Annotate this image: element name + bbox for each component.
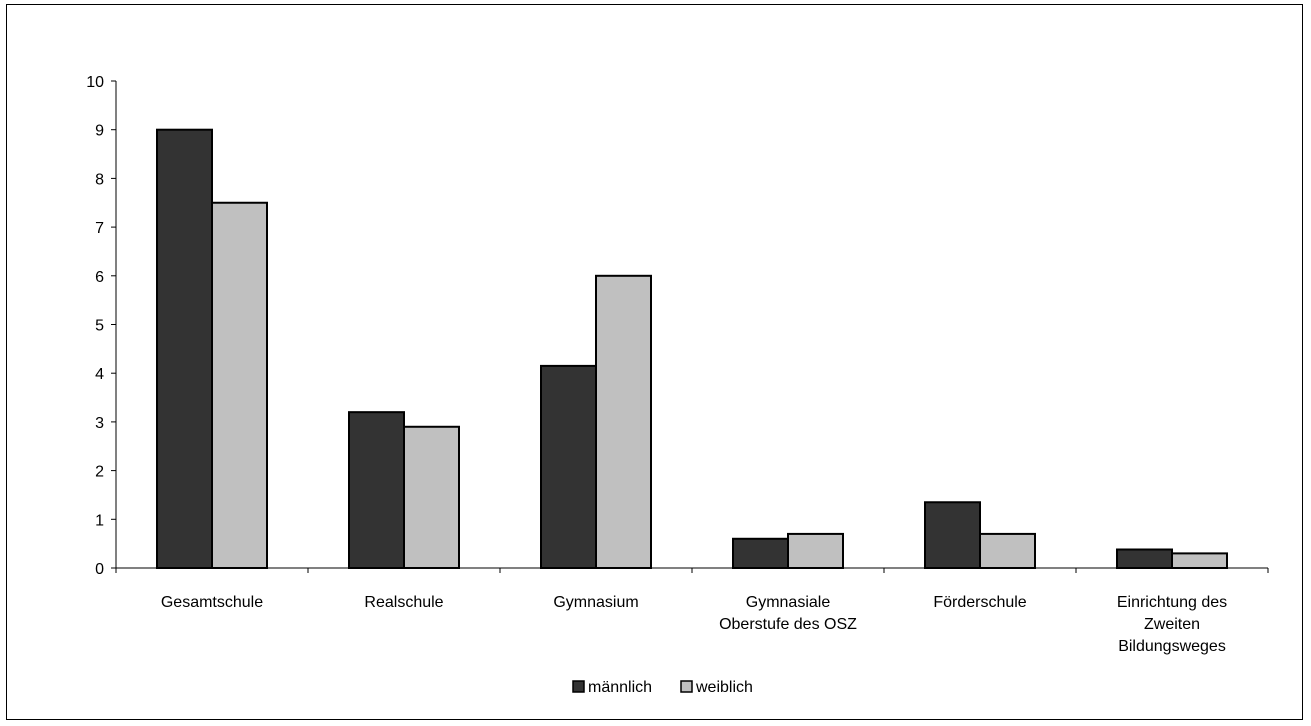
category-label-line: Oberstufe des OSZ [719,616,857,633]
category-label: Gymnasium [553,594,638,611]
y-tick-label: 3 [95,415,104,432]
category-label-line: Realschule [364,594,443,611]
category-label: Realschule [364,594,443,611]
bar-series-1 [924,501,981,570]
bar-series-2 [787,532,844,569]
category-label-line: Gesamtschule [161,594,263,611]
bar-series-2 [979,532,1036,569]
y-tick-label: 7 [95,220,104,237]
y-tick-label: 4 [95,366,104,383]
legend-label: männlich [588,679,652,696]
legend-swatch [680,680,693,693]
y-tick-label: 5 [95,318,104,335]
y-tick-label: 0 [95,561,104,578]
bar-series-2 [403,425,460,569]
category-label: Einrichtung des Zweiten Bildungsweges [1117,594,1227,655]
bar-series-2 [595,274,652,569]
y-tick-label: 6 [95,269,104,286]
y-tick-label: 10 [86,74,104,91]
category-label: Gymnasiale Oberstufe des OSZ [719,594,857,633]
legend: männlich weiblich [572,679,753,696]
category-label-line: Gymnasium [553,594,638,611]
bar-series-2 [1171,552,1228,570]
y-tick-label: 2 [95,464,104,481]
category-label: Gesamtschule [161,594,263,611]
legend-swatch [572,680,585,693]
category-labels: Gesamtschule Realschule Gymnasium Gymnasial… [161,594,1227,655]
bar-series-1 [1116,548,1173,570]
bar-series-1 [156,128,213,569]
bar-series-1 [348,411,405,569]
category-label-line: Zweiten [1144,616,1200,633]
category-label-line: Gymnasiale [746,594,831,611]
bar-series-2 [211,201,268,569]
legend-label: weiblich [695,679,753,696]
category-label-line: Bildungsweges [1118,638,1226,655]
y-tick-label: 9 [95,123,104,140]
category-label-line: Einrichtung des [1117,594,1227,611]
category-label-line: Förderschule [933,594,1026,611]
bar-series-1 [540,364,597,569]
y-tick-label: 8 [95,171,104,188]
y-axis: 0 1 2 3 4 5 6 7 8 9 10 [86,74,117,578]
category-label: Förderschule [933,594,1026,611]
bar-series-1 [732,537,789,570]
y-tick-label: 1 [95,512,104,529]
x-axis [115,567,1269,573]
bars [156,128,1228,570]
